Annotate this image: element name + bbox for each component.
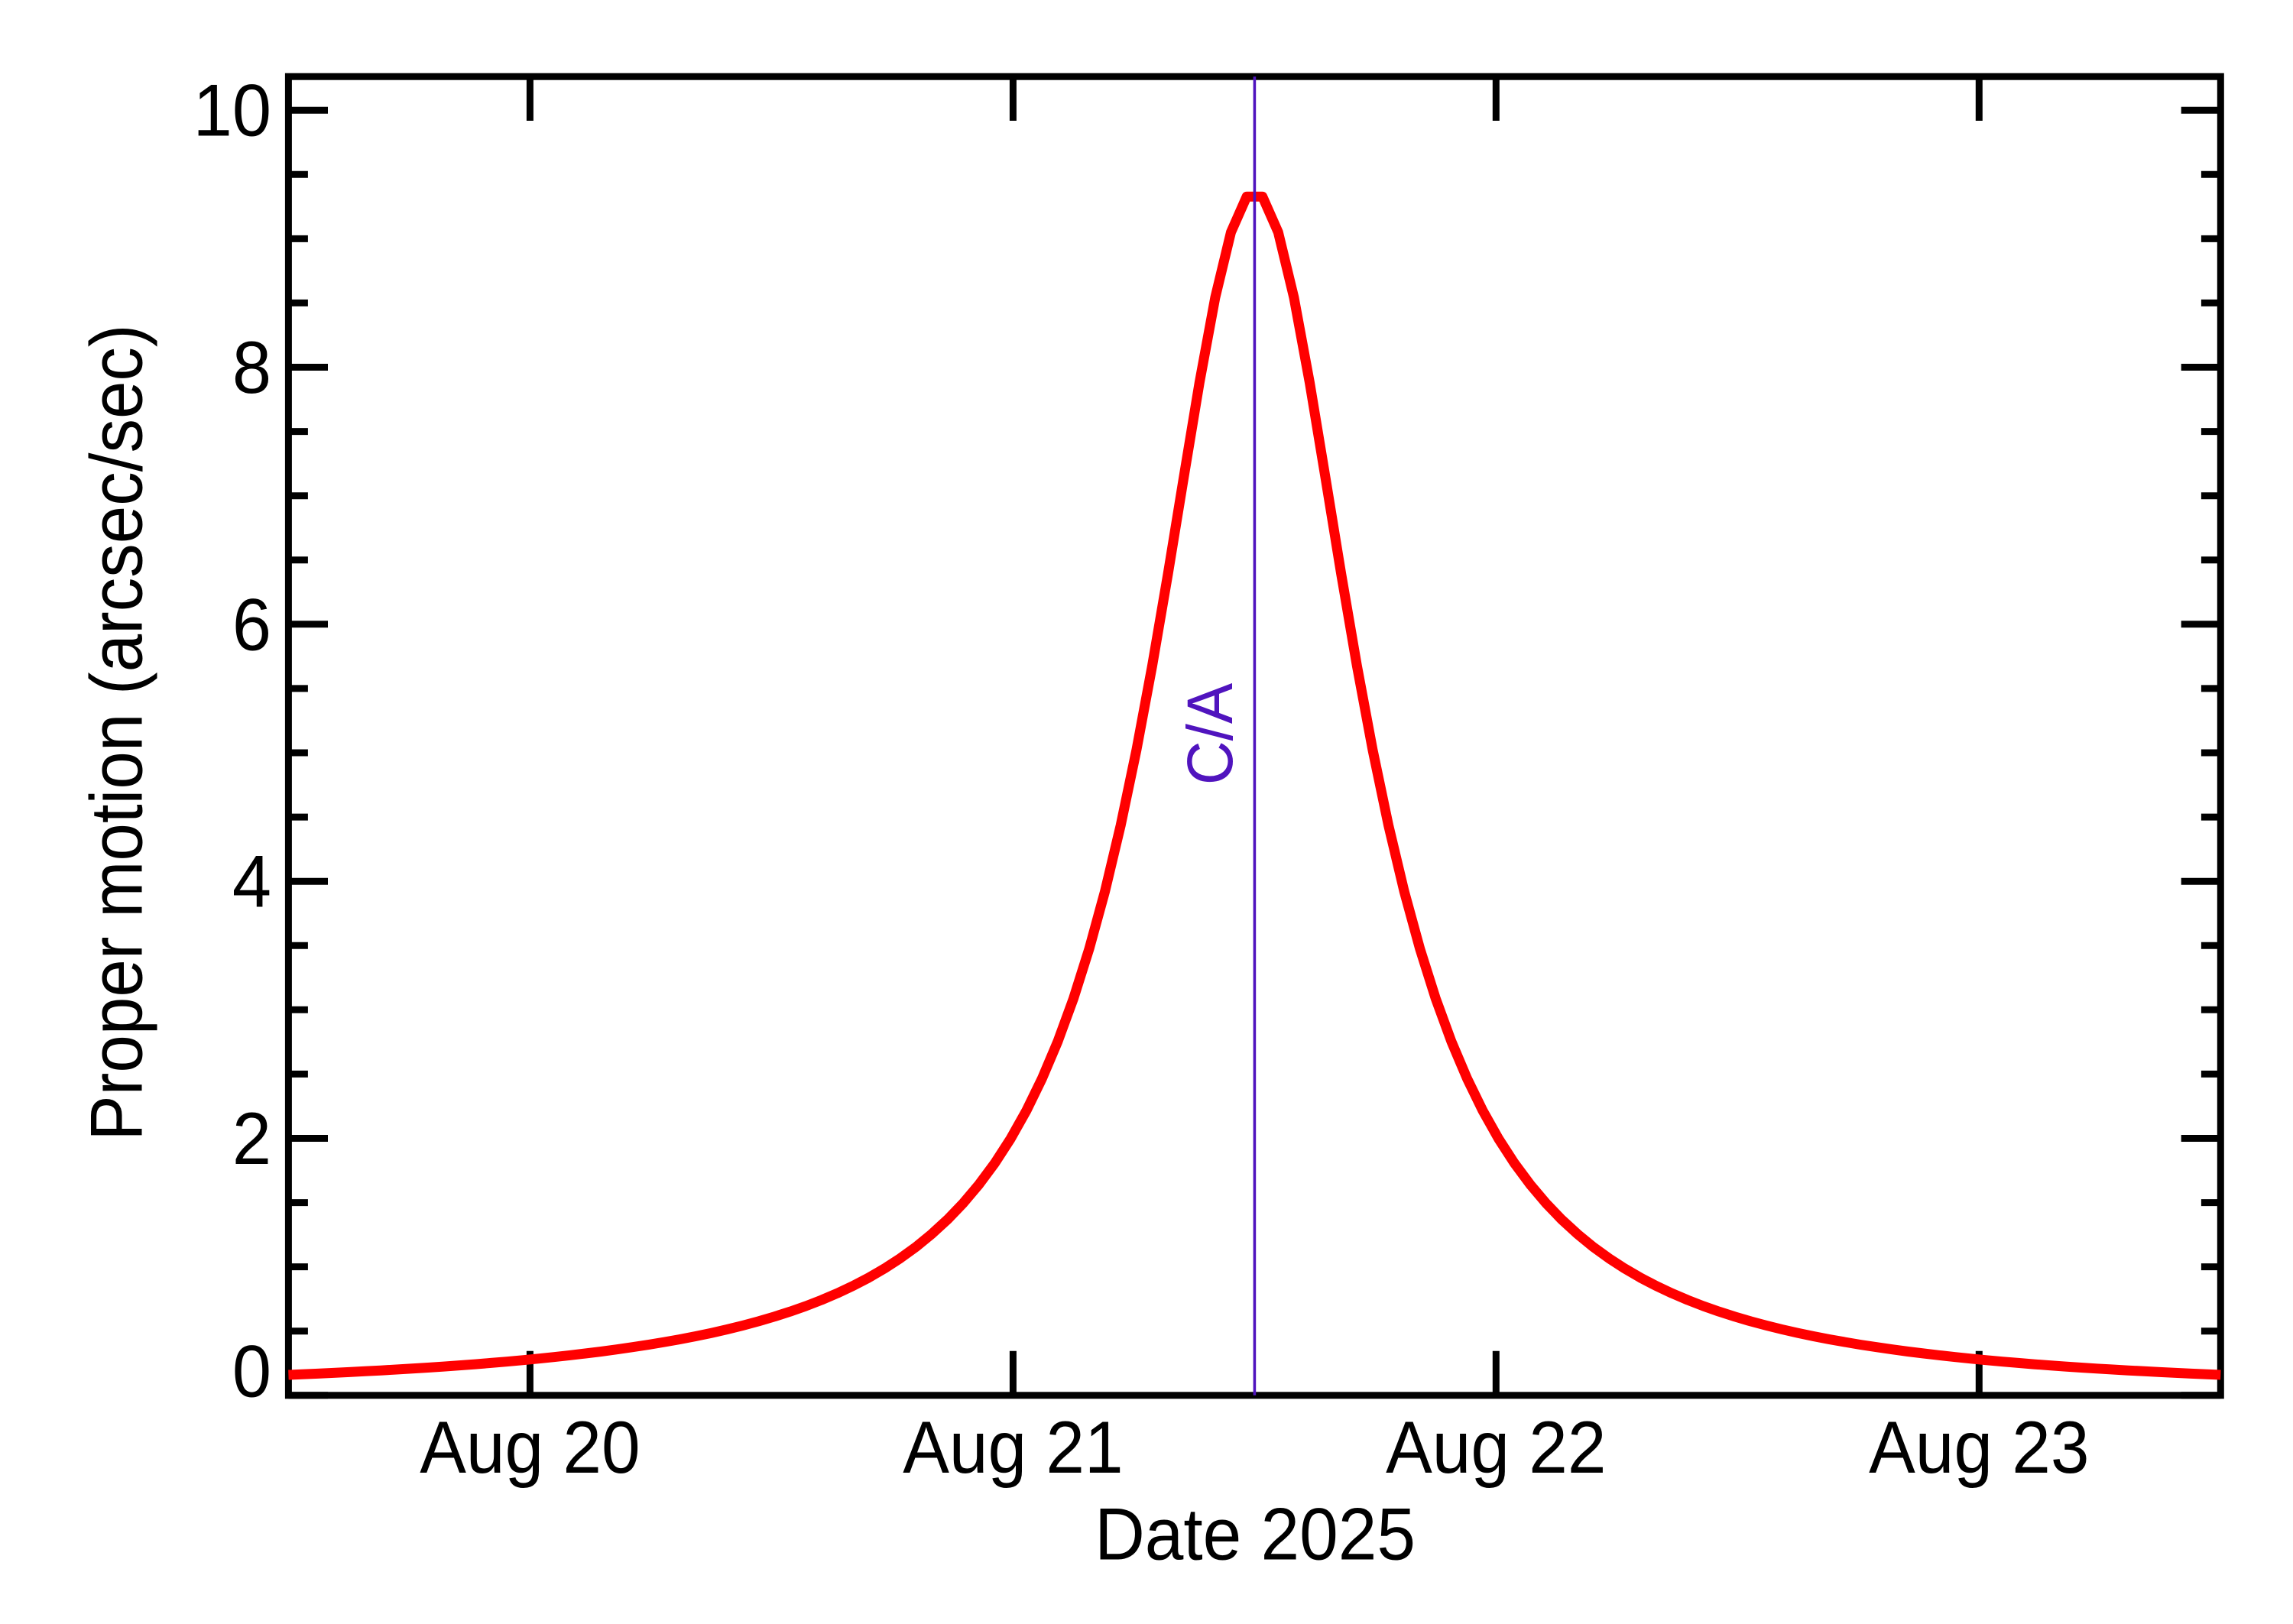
svg-text:Aug 23: Aug 23 — [1869, 1406, 2089, 1489]
svg-text:6: 6 — [232, 583, 271, 666]
svg-text:10: 10 — [193, 70, 271, 152]
svg-text:Proper motion (arcsec/sec): Proper motion (arcsec/sec) — [75, 324, 157, 1140]
svg-text:Date 2025: Date 2025 — [1095, 1493, 1416, 1575]
svg-text:Aug 20: Aug 20 — [420, 1406, 640, 1489]
svg-text:C/A: C/A — [1175, 683, 1246, 786]
svg-text:Aug 22: Aug 22 — [1386, 1406, 1606, 1489]
svg-text:4: 4 — [232, 841, 271, 923]
svg-text:0: 0 — [232, 1330, 271, 1412]
svg-text:2: 2 — [232, 1097, 271, 1180]
svg-text:Aug 21: Aug 21 — [903, 1406, 1123, 1489]
svg-text:8: 8 — [232, 326, 271, 409]
